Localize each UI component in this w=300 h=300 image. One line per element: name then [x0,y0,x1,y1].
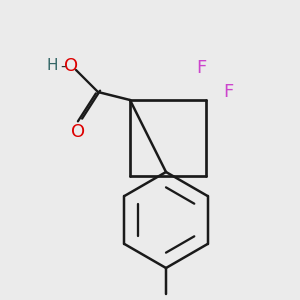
Text: F: F [196,59,206,77]
Text: F: F [223,83,233,101]
Text: O: O [71,123,85,141]
Text: O: O [64,57,78,75]
Text: H: H [46,58,58,74]
Text: -: - [60,58,66,74]
